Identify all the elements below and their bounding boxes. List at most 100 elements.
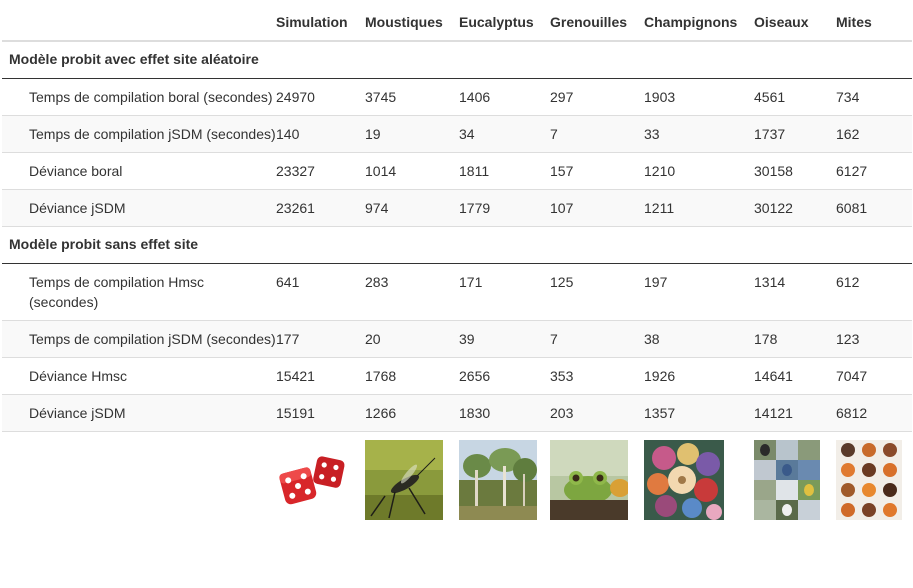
image-cell bbox=[365, 431, 459, 530]
cell-value: 125 bbox=[550, 274, 574, 290]
row-label: Déviance Hmsc bbox=[2, 357, 276, 395]
cell-value: 20 bbox=[365, 320, 459, 358]
image-cell bbox=[276, 431, 365, 530]
header-mites: Mites bbox=[836, 4, 912, 42]
cell-value: 7047 bbox=[836, 357, 912, 395]
cell-value: 15191 bbox=[276, 394, 365, 432]
header-empty bbox=[2, 4, 276, 42]
row-label: Déviance jSDM bbox=[2, 189, 276, 227]
image-cell bbox=[644, 431, 754, 530]
cell-value: 4561 bbox=[754, 89, 786, 105]
cell-value: 19 bbox=[365, 115, 459, 153]
dice-image bbox=[276, 440, 348, 520]
cell-value: 157 bbox=[550, 152, 644, 190]
cell-value: 171 bbox=[459, 274, 483, 290]
frog-image bbox=[550, 440, 628, 520]
cell-value: 15421 bbox=[276, 357, 365, 395]
cell-value: 1210 bbox=[644, 152, 754, 190]
results-table: Simulation Moustiques Eucalyptus Grenoui… bbox=[2, 4, 912, 530]
image-cell bbox=[550, 431, 644, 530]
table-row: Temps de compilation Hmsc (secondes) 641… bbox=[2, 264, 912, 321]
table-row: Temps de compilation boral (secondes) 24… bbox=[2, 79, 912, 116]
cell-value: 123 bbox=[836, 320, 912, 358]
cell-value: 178 bbox=[754, 320, 836, 358]
header-grenouilles: Grenouilles bbox=[550, 4, 644, 42]
mushrooms-image bbox=[644, 440, 724, 520]
cell-value: 283 bbox=[365, 274, 389, 290]
cell-value: 38 bbox=[644, 320, 754, 358]
row-label: Temps de compilation boral (secondes) bbox=[29, 89, 273, 105]
row-label: Déviance boral bbox=[2, 152, 276, 190]
cell-value: 14121 bbox=[754, 394, 836, 432]
cell-value: 14641 bbox=[754, 357, 836, 395]
cell-value: 107 bbox=[550, 189, 644, 227]
images-row-empty bbox=[2, 431, 276, 530]
mosquito-image bbox=[365, 440, 443, 520]
cell-value: 1768 bbox=[365, 357, 459, 395]
cell-value: 30158 bbox=[754, 152, 836, 190]
header-oiseaux: Oiseaux bbox=[754, 4, 836, 42]
cell-value: 162 bbox=[836, 115, 912, 153]
cell-value: 2656 bbox=[459, 357, 550, 395]
cell-value: 974 bbox=[365, 189, 459, 227]
cell-value: 23327 bbox=[276, 152, 365, 190]
header-row: Simulation Moustiques Eucalyptus Grenoui… bbox=[2, 4, 912, 42]
table-row: Déviance boral 23327 1014 1811 157 1210 … bbox=[2, 152, 912, 190]
table-row: Déviance jSDM 23261 974 1779 107 1211 30… bbox=[2, 189, 912, 227]
table-row: Déviance jSDM 15191 1266 1830 203 1357 1… bbox=[2, 394, 912, 432]
cell-value: 1314 bbox=[754, 274, 786, 290]
cell-value: 140 bbox=[276, 115, 365, 153]
section-title-random-site: Modèle probit avec effet site aléatoire bbox=[2, 40, 912, 79]
image-cell bbox=[836, 431, 912, 530]
section-title-no-site: Modèle probit sans effet site bbox=[2, 226, 912, 264]
cell-value: 33 bbox=[644, 115, 754, 153]
eucalyptus-image bbox=[459, 440, 537, 520]
cell-value: 1737 bbox=[754, 115, 836, 153]
cell-value: 30122 bbox=[754, 189, 836, 227]
header-champignons: Champignons bbox=[644, 4, 754, 42]
cell-value: 1903 bbox=[644, 89, 676, 105]
cell-value: 1406 bbox=[459, 89, 491, 105]
row-label: Temps de compilation Hmsc (secondes) bbox=[29, 274, 205, 310]
image-cell bbox=[754, 431, 836, 530]
cell-value: 1357 bbox=[644, 394, 754, 432]
cell-value: 1811 bbox=[459, 152, 550, 190]
table-row: Temps de compilation jSDM (secondes) 177… bbox=[2, 320, 912, 358]
cell-value: 203 bbox=[550, 394, 644, 432]
cell-value: 1779 bbox=[459, 189, 550, 227]
cell-value: 353 bbox=[550, 357, 644, 395]
row-label: Temps de compilation jSDM (secondes) bbox=[2, 115, 276, 153]
cell-value: 1830 bbox=[459, 394, 550, 432]
image-cell bbox=[459, 431, 550, 530]
cell-value: 197 bbox=[644, 274, 668, 290]
row-label: Temps de compilation jSDM (secondes) bbox=[2, 320, 276, 358]
cell-value: 3745 bbox=[365, 89, 397, 105]
cell-value: 34 bbox=[459, 115, 550, 153]
cell-value: 297 bbox=[550, 89, 574, 105]
cell-value: 24970 bbox=[276, 89, 315, 105]
cell-value: 6127 bbox=[836, 152, 912, 190]
header-moustiques: Moustiques bbox=[365, 4, 459, 42]
row-label: Déviance jSDM bbox=[2, 394, 276, 432]
cell-value: 1014 bbox=[365, 152, 459, 190]
cell-value: 734 bbox=[836, 89, 860, 105]
cell-value: 1211 bbox=[644, 189, 754, 227]
birds-image bbox=[754, 440, 820, 520]
cell-value: 612 bbox=[836, 274, 860, 290]
cell-value: 7 bbox=[550, 320, 644, 358]
section-header-row: Modèle probit avec effet site aléatoire bbox=[2, 40, 912, 79]
section-header-row: Modèle probit sans effet site bbox=[2, 226, 912, 264]
cell-value: 39 bbox=[459, 320, 550, 358]
images-row bbox=[2, 431, 912, 530]
cell-value: 1266 bbox=[365, 394, 459, 432]
table-row: Déviance Hmsc 15421 1768 2656 353 1926 1… bbox=[2, 357, 912, 395]
cell-value: 641 bbox=[276, 274, 300, 290]
table-row: Temps de compilation jSDM (secondes) 140… bbox=[2, 115, 912, 153]
cell-value: 6081 bbox=[836, 189, 912, 227]
cell-value: 177 bbox=[276, 320, 365, 358]
cell-value: 23261 bbox=[276, 189, 365, 227]
cell-value: 1926 bbox=[644, 357, 754, 395]
mites-image bbox=[836, 440, 902, 520]
header-eucalyptus: Eucalyptus bbox=[459, 4, 550, 42]
cell-value: 6812 bbox=[836, 394, 912, 432]
